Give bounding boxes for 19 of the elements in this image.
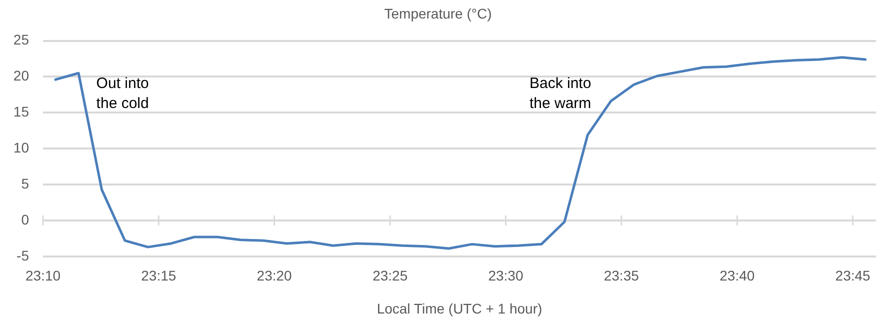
- x-tick-label: 23:30: [488, 268, 524, 284]
- x-axis-title: Local Time (UTC + 1 hour): [376, 300, 542, 316]
- y-tick-label: 10: [13, 139, 30, 156]
- annotation: Back into the warm: [529, 75, 592, 112]
- y-tick-label: 0: [21, 211, 30, 228]
- x-tick-label: 23:10: [25, 268, 61, 284]
- x-tick-label: 23:45: [835, 268, 871, 284]
- chart-title: Temperature (°C): [384, 5, 492, 22]
- y-tick-label: 20: [13, 68, 30, 84]
- annotation: Out into the cold: [96, 75, 149, 112]
- y-tick-label: 15: [13, 104, 30, 120]
- y-tick-label: 5: [21, 175, 30, 192]
- y-tick-label: -5: [16, 247, 30, 264]
- x-tick-label: 23:15: [141, 268, 176, 284]
- y-tick-label: 25: [13, 32, 30, 48]
- x-tick-label: 23:20: [256, 268, 292, 284]
- x-tick-label: 23:40: [720, 268, 755, 284]
- x-tick-label: 23:25: [372, 268, 408, 284]
- x-tick-label: 23:35: [604, 268, 640, 284]
